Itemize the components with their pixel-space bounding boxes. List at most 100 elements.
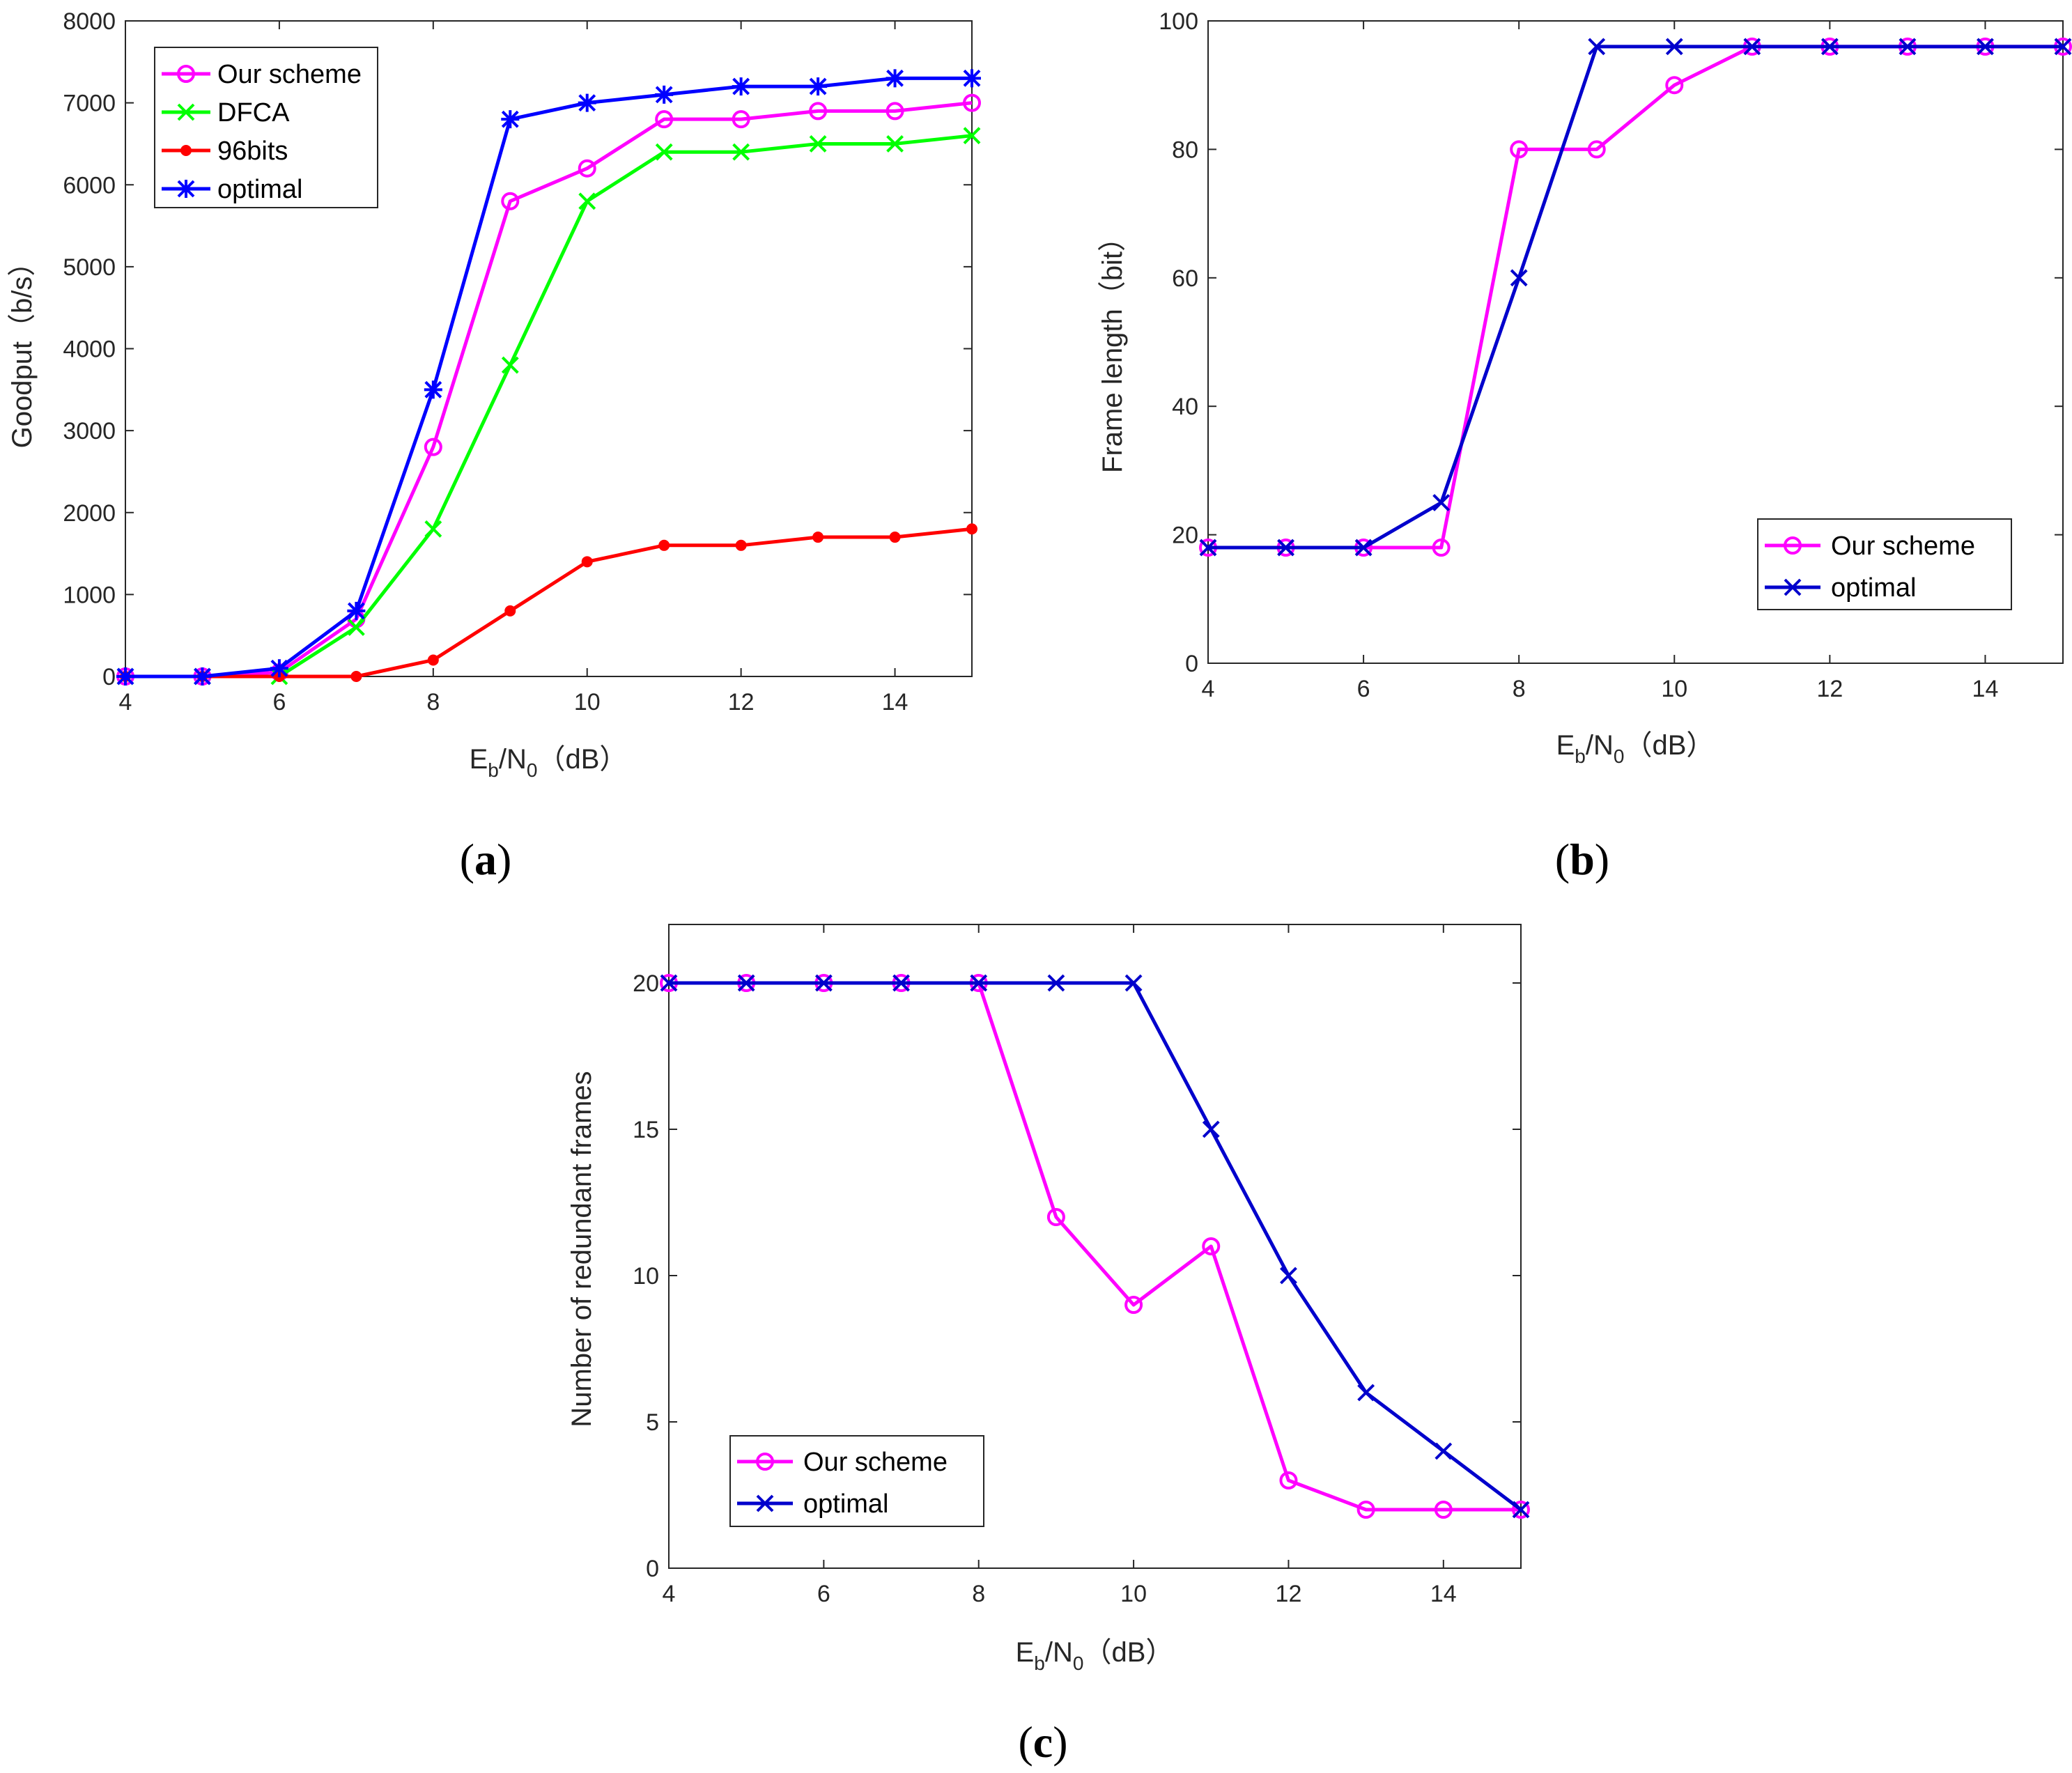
- y-tick-label: 3000: [63, 418, 116, 444]
- data-point: [809, 77, 828, 96]
- legend-marker: [180, 145, 192, 156]
- data-point: [660, 974, 678, 992]
- data-point: [1202, 1120, 1220, 1138]
- data-point: [578, 192, 596, 210]
- data-point: [581, 556, 593, 568]
- data-point: [578, 93, 596, 112]
- legend-label: optimal: [803, 1489, 889, 1519]
- series-line: [1208, 45, 2063, 550]
- ticks-a: 4 6 8 10 12 14 0 1000 2000 3000 4000 5000 6000 7000 80…: [63, 8, 972, 715]
- data-point: [892, 974, 910, 992]
- x-tick-label: 12: [1276, 1581, 1302, 1607]
- y-tick-label: 8000: [63, 8, 116, 35]
- y-axis-label-b: Frame length（bit）: [1097, 224, 1128, 473]
- data-point: [1277, 539, 1294, 557]
- x-tick-label: 8: [972, 1581, 985, 1607]
- legend-b: Our scheme optimal: [1757, 518, 2012, 610]
- x-axis-label-c: Eb/N0（dB）: [1016, 1637, 1174, 1674]
- series-optimal: [660, 974, 1530, 1519]
- legend-label: DFCA: [217, 98, 290, 127]
- data-point: [1743, 38, 1761, 56]
- y-tick-label: 5: [646, 1409, 659, 1436]
- x-axis-label-b: Eb/N0（dB）: [1556, 730, 1715, 767]
- data-point: [655, 85, 674, 104]
- x-tick-label: 4: [1202, 676, 1215, 702]
- y-tick-label: 0: [1185, 651, 1198, 677]
- data-point: [1046, 1208, 1065, 1226]
- legend-label: 96bits: [217, 137, 288, 166]
- data-point: [501, 356, 519, 374]
- data-point: [1047, 974, 1065, 992]
- series-optimal: [1199, 38, 2072, 557]
- x-tick-label: 4: [119, 689, 132, 715]
- data-point: [889, 532, 901, 543]
- data-point: [735, 539, 747, 551]
- y-tick-label: 60: [1172, 265, 1198, 292]
- data-point: [886, 135, 904, 153]
- data-point: [1202, 1237, 1221, 1255]
- legend-label: optimal: [1831, 573, 1917, 603]
- legend-marker: [1784, 536, 1802, 555]
- data-point: [1279, 1471, 1298, 1489]
- chart-panel-c: 4 6 8 10 12 14 0 5 10 15 20 Eb/N0（dB） Number of re…: [566, 924, 1530, 1767]
- y-tick-label: 1000: [63, 582, 116, 608]
- data-point: [1435, 1442, 1453, 1460]
- data-point: [1357, 1384, 1375, 1402]
- legend-label: Our scheme: [1831, 532, 1975, 561]
- data-point: [501, 192, 520, 210]
- data-point: [116, 667, 134, 686]
- legend-label: Our scheme: [803, 1448, 948, 1477]
- data-point: [732, 110, 750, 129]
- legend-marker: [1784, 578, 1802, 596]
- series-c: [660, 974, 1530, 1519]
- data-point: [970, 974, 988, 992]
- data-point: [1432, 494, 1451, 511]
- chart-panel-b: 4 6 8 10 12 14 0 20 40 60 80 100 Eb/N0（dB） Frame le…: [1097, 8, 2072, 884]
- legend-item: optimal: [737, 1489, 889, 1519]
- y-tick-label: 20: [1172, 522, 1198, 549]
- x-tick-label: 10: [574, 689, 601, 715]
- data-point: [424, 520, 442, 538]
- data-point: [963, 69, 981, 88]
- x-tick-label: 12: [728, 689, 755, 715]
- data-point: [424, 380, 442, 399]
- legend-marker: [756, 1494, 774, 1512]
- data-point: [1356, 1501, 1375, 1519]
- y-tick-label: 80: [1172, 137, 1198, 163]
- series-line: [669, 981, 1522, 1511]
- legend-marker: [177, 65, 195, 83]
- x-tick-label: 8: [1513, 676, 1526, 702]
- data-point: [1124, 1296, 1143, 1314]
- data-point: [2054, 38, 2072, 56]
- ticks-c: 4 6 8 10 12 14 0 5 10 15 20: [633, 924, 1521, 1607]
- data-point: [578, 159, 596, 178]
- legend-item: DFCA: [162, 98, 290, 127]
- data-point: [1354, 539, 1373, 557]
- ticks-b: 4 6 8 10 12 14 0 20 40 60 80 100: [1159, 8, 2063, 702]
- data-point: [1280, 1267, 1297, 1285]
- data-point: [1899, 38, 1917, 56]
- data-point: [963, 93, 981, 112]
- data-point: [886, 102, 904, 121]
- series-optimal: [116, 69, 981, 686]
- panel-label-a: (a): [460, 835, 512, 884]
- data-point: [1432, 539, 1451, 557]
- data-point: [270, 659, 288, 678]
- y-tick-label: 15: [633, 1117, 659, 1143]
- data-point: [809, 102, 828, 121]
- data-point: [966, 523, 977, 535]
- data-point: [1665, 38, 1683, 56]
- data-point: [1199, 539, 1217, 557]
- series-line: [125, 527, 973, 679]
- data-point: [347, 619, 365, 636]
- y-tick-label: 100: [1159, 8, 1198, 35]
- legend-item: Our scheme: [162, 60, 362, 89]
- data-point: [1510, 269, 1528, 287]
- y-tick-label: 2000: [63, 500, 116, 527]
- y-tick-label: 40: [1172, 394, 1198, 420]
- legend-c: Our scheme optimal: [729, 1435, 984, 1527]
- data-point: [501, 110, 520, 129]
- data-point: [1820, 38, 1839, 56]
- y-tick-label: 10: [633, 1263, 659, 1290]
- y-axis-label-c: Number of redundant frames: [566, 1071, 597, 1427]
